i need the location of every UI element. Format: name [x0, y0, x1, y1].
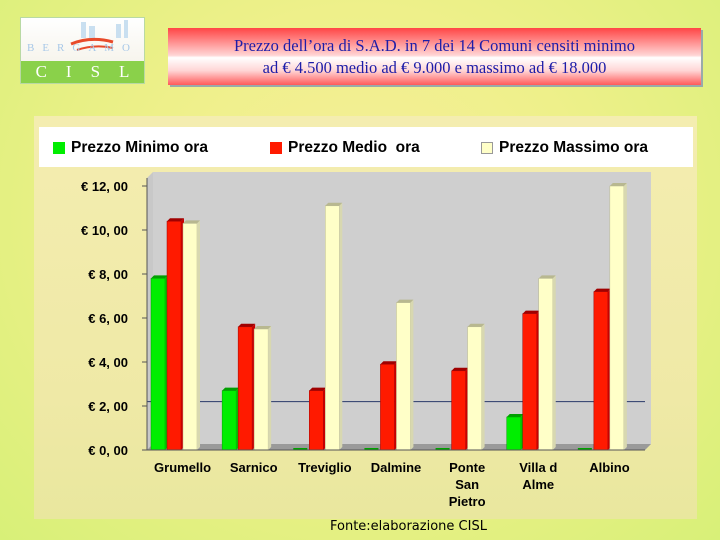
y-tick-label: € 8, 00 [88, 267, 128, 282]
legend-swatch-min [53, 142, 65, 154]
bar-top [506, 414, 524, 417]
x-category-label: Albino [589, 460, 629, 475]
bar-top [309, 387, 327, 391]
bar-top [151, 275, 168, 279]
bar-top [325, 202, 343, 206]
y-tick-label: € 10, 00 [81, 223, 128, 238]
bar-top [451, 367, 469, 371]
x-category-label: Villa d [519, 460, 557, 475]
legend-item-max: Prezzo Massimo ora [481, 139, 648, 157]
bar [451, 370, 466, 451]
bar-top [593, 288, 611, 292]
logo-name-text: CISL [35, 62, 149, 81]
legend-item-med: Prezzo Medio ora [270, 139, 420, 157]
bar-side [410, 299, 414, 450]
bar [380, 363, 395, 451]
bar [538, 278, 553, 451]
slide-title-line2: ad € 4.500 medio ad € 9.000 e massimo ad… [262, 57, 607, 77]
logo-skyline: BERGAMO [21, 18, 144, 63]
y-tick-label: € 12, 00 [81, 179, 128, 194]
bar [593, 291, 609, 451]
y-tick-label: € 4, 00 [88, 355, 128, 370]
bar-top [380, 361, 398, 365]
bar-top [183, 220, 200, 224]
bar [253, 328, 269, 451]
y-tick-label: € 6, 00 [88, 311, 128, 326]
bar-top [467, 323, 485, 327]
x-category-label: Treviglio [298, 460, 352, 475]
bar [237, 326, 253, 451]
bar [182, 223, 198, 451]
x-category-label: Alme [522, 477, 554, 492]
bar-top [609, 183, 627, 186]
cisl-bergamo-logo: BERGAMO CISL [20, 17, 145, 84]
bar-top [254, 326, 272, 329]
bar-top [396, 299, 414, 303]
logo-city-text: BERGAMO [27, 42, 139, 54]
x-category-label: Pietro [449, 494, 486, 509]
logo-skyline-graphic [70, 20, 128, 51]
bar [522, 313, 537, 451]
source-note: Fonte:elaborazione CISL [330, 519, 487, 534]
legend-swatch-med [270, 142, 282, 154]
bar [221, 390, 237, 451]
logo-bar: CISL [21, 61, 144, 83]
x-category-label: Ponte [449, 460, 485, 475]
x-category-label: Grumello [154, 460, 211, 475]
bar [396, 302, 411, 451]
bar-side [339, 202, 343, 450]
bar-top [222, 387, 240, 391]
bar [150, 278, 166, 451]
bar [506, 416, 521, 451]
bar [166, 220, 182, 451]
bar-top [522, 310, 540, 314]
bar-side [623, 183, 627, 450]
legend-item-min: Prezzo Minimo ora [53, 139, 208, 157]
x-category-label: Sarnico [230, 460, 278, 475]
bar [309, 390, 324, 451]
legend-swatch-max [481, 142, 493, 154]
slide-title-line1: Prezzo dell’ora di S.A.D. in 7 dei 14 Co… [234, 35, 635, 55]
legend-label-min: Prezzo Minimo ora [71, 139, 208, 156]
legend-label-max: Prezzo Massimo ora [499, 139, 649, 156]
bar-side [552, 275, 556, 450]
bar-side [481, 323, 485, 450]
y-tick-label: € 0, 00 [88, 443, 128, 458]
bar [325, 205, 340, 451]
bar [467, 326, 482, 451]
chart-legend: Prezzo Minimo ora Prezzo Medio ora Prezz… [39, 127, 693, 167]
bar-top [167, 218, 184, 222]
bar-top [538, 275, 556, 279]
x-category-label: Dalmine [371, 460, 422, 475]
legend-label-med: Prezzo Medio ora [288, 139, 420, 156]
bar-side [268, 326, 272, 450]
slide-title-box: Prezzo dell’ora di S.A.D. in 7 dei 14 Co… [168, 28, 701, 85]
bar [609, 185, 625, 451]
y-tick-label: € 2, 00 [88, 399, 128, 414]
slide-title: Prezzo dell’ora di S.A.D. in 7 dei 14 Co… [234, 35, 635, 79]
x-category-label: San [455, 477, 479, 492]
bar-top [238, 323, 256, 327]
bar-side [197, 220, 200, 450]
